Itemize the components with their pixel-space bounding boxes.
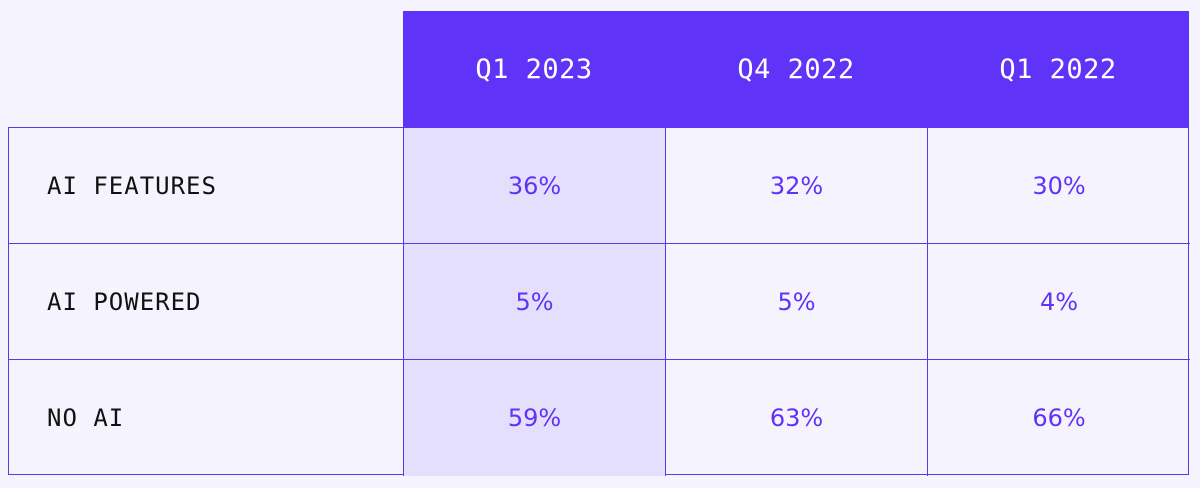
table-cell: 66% xyxy=(1032,404,1086,432)
table-cell: 4% xyxy=(928,244,1190,360)
table-header: Q1 2023 Q4 2022 Q1 2022 xyxy=(403,11,1189,127)
row-label: NO AI xyxy=(9,360,404,476)
table-cell: 59% xyxy=(404,360,666,476)
table-cell: 63% xyxy=(666,360,928,476)
column-header: Q1 2023 xyxy=(475,53,593,85)
table-cell: 32% xyxy=(666,128,928,244)
row-label: AI FEATURES xyxy=(9,128,404,244)
table-body: AI FEATURES 36% 32% 30% AI POWERED 5% 5%… xyxy=(8,127,1190,476)
column-header: Q1 2022 xyxy=(999,53,1117,85)
column-header: Q4 2022 xyxy=(737,53,855,85)
row-label: AI POWERED xyxy=(9,244,404,360)
table-cell: 5% xyxy=(666,244,928,360)
table-cell: 30% xyxy=(928,128,1190,244)
table-cell: 5% xyxy=(404,244,666,360)
table-cell: 36% xyxy=(404,128,666,244)
